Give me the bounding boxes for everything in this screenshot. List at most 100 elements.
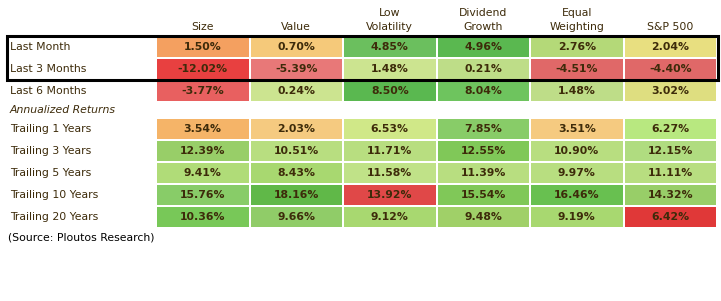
Bar bbox=[531, 81, 622, 101]
Text: Last 6 Months: Last 6 Months bbox=[10, 86, 87, 96]
Bar bbox=[344, 207, 435, 227]
Bar bbox=[344, 119, 435, 139]
Text: Size: Size bbox=[192, 22, 214, 32]
Text: Trailing 10 Years: Trailing 10 Years bbox=[10, 190, 98, 200]
Text: Low: Low bbox=[379, 8, 400, 18]
Text: 8.43%: 8.43% bbox=[278, 168, 315, 178]
Bar bbox=[250, 141, 342, 161]
Bar bbox=[250, 119, 342, 139]
Bar bbox=[157, 37, 249, 57]
Text: (Source: Ploutos Research): (Source: Ploutos Research) bbox=[8, 232, 154, 242]
Text: 14.32%: 14.32% bbox=[647, 190, 693, 200]
Text: 9.41%: 9.41% bbox=[184, 168, 221, 178]
Bar bbox=[531, 163, 622, 183]
Text: -12.02%: -12.02% bbox=[177, 64, 228, 74]
Bar bbox=[624, 81, 716, 101]
Text: 3.51%: 3.51% bbox=[558, 124, 596, 134]
Bar bbox=[624, 207, 716, 227]
Bar bbox=[624, 185, 716, 205]
Text: 11.39%: 11.39% bbox=[461, 168, 506, 178]
Bar bbox=[438, 163, 529, 183]
Bar bbox=[344, 81, 435, 101]
Bar bbox=[438, 119, 529, 139]
Bar bbox=[531, 207, 622, 227]
Bar bbox=[157, 119, 249, 139]
Text: 0.24%: 0.24% bbox=[278, 86, 315, 96]
Text: 7.85%: 7.85% bbox=[464, 124, 503, 134]
Bar bbox=[157, 185, 249, 205]
Text: Last 3 Months: Last 3 Months bbox=[10, 64, 87, 74]
Text: 1.48%: 1.48% bbox=[371, 64, 409, 74]
Bar bbox=[344, 141, 435, 161]
Text: 1.48%: 1.48% bbox=[558, 86, 596, 96]
Bar bbox=[438, 185, 529, 205]
Text: Dividend: Dividend bbox=[459, 8, 508, 18]
Text: 6.27%: 6.27% bbox=[651, 124, 689, 134]
Bar bbox=[157, 81, 249, 101]
Text: 12.15%: 12.15% bbox=[647, 146, 693, 156]
Text: Trailing 3 Years: Trailing 3 Years bbox=[10, 146, 92, 156]
Bar bbox=[624, 163, 716, 183]
Bar bbox=[157, 141, 249, 161]
Text: 2.03%: 2.03% bbox=[278, 124, 315, 134]
Text: Trailing 20 Years: Trailing 20 Years bbox=[10, 212, 98, 222]
Text: -3.77%: -3.77% bbox=[182, 86, 224, 96]
Bar bbox=[344, 185, 435, 205]
Text: -5.39%: -5.39% bbox=[275, 64, 317, 74]
Text: Growth: Growth bbox=[464, 22, 503, 32]
Text: 6.53%: 6.53% bbox=[371, 124, 409, 134]
Bar bbox=[624, 37, 716, 57]
Text: 8.50%: 8.50% bbox=[371, 86, 409, 96]
Bar bbox=[250, 81, 342, 101]
Text: 9.12%: 9.12% bbox=[371, 212, 409, 222]
Text: 10.36%: 10.36% bbox=[180, 212, 226, 222]
Text: 12.55%: 12.55% bbox=[461, 146, 506, 156]
Text: 9.97%: 9.97% bbox=[558, 168, 596, 178]
Text: 9.19%: 9.19% bbox=[558, 212, 596, 222]
Text: 10.90%: 10.90% bbox=[554, 146, 599, 156]
Bar bbox=[157, 163, 249, 183]
Bar bbox=[624, 59, 716, 79]
Text: 11.71%: 11.71% bbox=[367, 146, 412, 156]
Bar bbox=[344, 163, 435, 183]
Bar bbox=[250, 163, 342, 183]
Text: S&P 500: S&P 500 bbox=[647, 22, 694, 32]
Text: 0.21%: 0.21% bbox=[464, 64, 503, 74]
Text: 18.16%: 18.16% bbox=[273, 190, 319, 200]
Bar bbox=[438, 59, 529, 79]
Text: Weighting: Weighting bbox=[549, 22, 604, 32]
Text: 11.11%: 11.11% bbox=[647, 168, 693, 178]
Text: 2.76%: 2.76% bbox=[557, 42, 596, 52]
Text: 8.04%: 8.04% bbox=[464, 86, 503, 96]
Text: Last Month: Last Month bbox=[10, 42, 71, 52]
Text: -4.40%: -4.40% bbox=[649, 64, 691, 74]
Text: Annualized Returns: Annualized Returns bbox=[10, 105, 116, 115]
Text: Trailing 1 Years: Trailing 1 Years bbox=[10, 124, 92, 134]
Text: 0.70%: 0.70% bbox=[278, 42, 315, 52]
Bar bbox=[438, 81, 529, 101]
Text: 4.85%: 4.85% bbox=[371, 42, 409, 52]
Bar bbox=[624, 141, 716, 161]
Text: 16.46%: 16.46% bbox=[554, 190, 600, 200]
Text: 11.58%: 11.58% bbox=[367, 168, 412, 178]
Text: Equal: Equal bbox=[562, 8, 592, 18]
Bar bbox=[157, 59, 249, 79]
Text: 1.50%: 1.50% bbox=[184, 42, 221, 52]
Bar bbox=[250, 207, 342, 227]
Bar bbox=[531, 185, 622, 205]
Text: -4.51%: -4.51% bbox=[555, 64, 598, 74]
Text: Volatility: Volatility bbox=[366, 22, 413, 32]
Bar bbox=[344, 37, 435, 57]
Bar bbox=[7, 36, 718, 80]
Bar bbox=[624, 119, 716, 139]
Bar bbox=[250, 37, 342, 57]
Text: 15.54%: 15.54% bbox=[461, 190, 506, 200]
Text: 9.66%: 9.66% bbox=[278, 212, 315, 222]
Bar bbox=[438, 141, 529, 161]
Bar bbox=[250, 185, 342, 205]
Text: 10.51%: 10.51% bbox=[274, 146, 319, 156]
Text: Trailing 5 Years: Trailing 5 Years bbox=[10, 168, 92, 178]
Text: 13.92%: 13.92% bbox=[367, 190, 412, 200]
Bar bbox=[157, 207, 249, 227]
Text: 3.02%: 3.02% bbox=[651, 86, 689, 96]
